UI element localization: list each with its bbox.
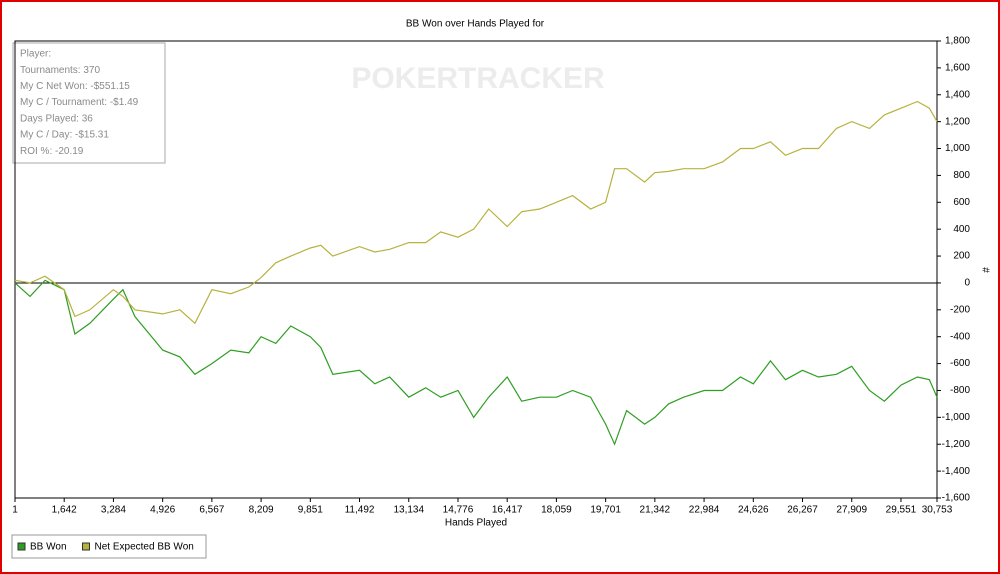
series-line	[14, 279, 938, 446]
y-tick-label: 1,000	[945, 143, 970, 154]
y-tick-label: 1,800	[945, 36, 970, 47]
y-tick-label: 600	[953, 197, 970, 208]
y-tick-label: -200	[950, 304, 970, 315]
x-tick-label: 26,267	[787, 505, 818, 516]
x-tick-label: 22,984	[689, 505, 720, 516]
stat-line: My C Net Won: -$551.15	[20, 81, 130, 92]
y-tick-label: 1,600	[945, 63, 970, 74]
y-tick-label: 400	[953, 224, 970, 235]
series-line	[14, 100, 938, 325]
stat-line: My C / Day: -$15.31	[20, 130, 109, 141]
y-tick-label: -1,000	[942, 412, 971, 423]
x-tick-label: 4,926	[150, 505, 175, 516]
legend	[11, 534, 207, 559]
stats-box	[12, 42, 166, 164]
x-tick-label: 6,567	[199, 505, 224, 516]
y-tick-label: 200	[953, 251, 970, 262]
stat-line: My C / Tournament: -$1.49	[20, 97, 139, 108]
y-tick-label: -800	[950, 385, 970, 396]
x-tick-label: 21,342	[640, 505, 671, 516]
x-tick-label: 9,851	[298, 505, 323, 516]
stat-line: Player:	[20, 49, 51, 60]
y-tick-label: 800	[953, 170, 970, 181]
y-tick-label: -1,600	[942, 493, 971, 504]
x-tick-label: 27,909	[836, 505, 867, 516]
plot-area	[14, 40, 938, 499]
x-tick-label: 3,284	[101, 505, 126, 516]
y-axis-label: #	[979, 267, 990, 273]
x-tick-label: 14,776	[443, 505, 474, 516]
y-tick-label: 1,200	[945, 116, 970, 127]
x-axis-label: Hands Played	[445, 518, 507, 529]
x-tick-label: 30,753	[922, 505, 953, 516]
x-tick-label: 18,059	[541, 505, 572, 516]
y-tick-label: 1,400	[945, 89, 970, 100]
stat-line: Tournaments: 370	[20, 65, 100, 76]
x-tick-label: 11,492	[345, 505, 375, 516]
x-tick-label: 16,417	[492, 505, 523, 516]
x-tick-label: 29,551	[886, 505, 917, 516]
legend-swatch	[82, 542, 90, 551]
x-tick-label: 19,701	[590, 505, 621, 516]
legend-label: BB Won	[30, 542, 67, 553]
x-tick-label: 24,626	[738, 505, 769, 516]
legend-label: Net Expected BB Won	[95, 542, 194, 553]
y-tick-label: -400	[950, 331, 970, 342]
x-tick-label: 8,209	[249, 505, 274, 516]
y-tick-label: -1,400	[942, 466, 971, 477]
legend-swatch	[17, 542, 26, 551]
x-tick-label: 1	[12, 505, 18, 516]
watermark: POKERTRACKER	[351, 62, 605, 95]
x-tick-label: 1,642	[52, 505, 77, 516]
stat-line: ROI %: -20.19	[20, 146, 84, 157]
chart-title: BB Won over Hands Played for	[406, 19, 545, 30]
y-tick-label: -600	[950, 358, 970, 369]
y-tick-label: -1,200	[942, 439, 971, 450]
y-tick-label: 0	[964, 278, 970, 289]
x-tick-label: 13,134	[393, 505, 424, 516]
stat-line: Days Played: 36	[20, 113, 93, 124]
